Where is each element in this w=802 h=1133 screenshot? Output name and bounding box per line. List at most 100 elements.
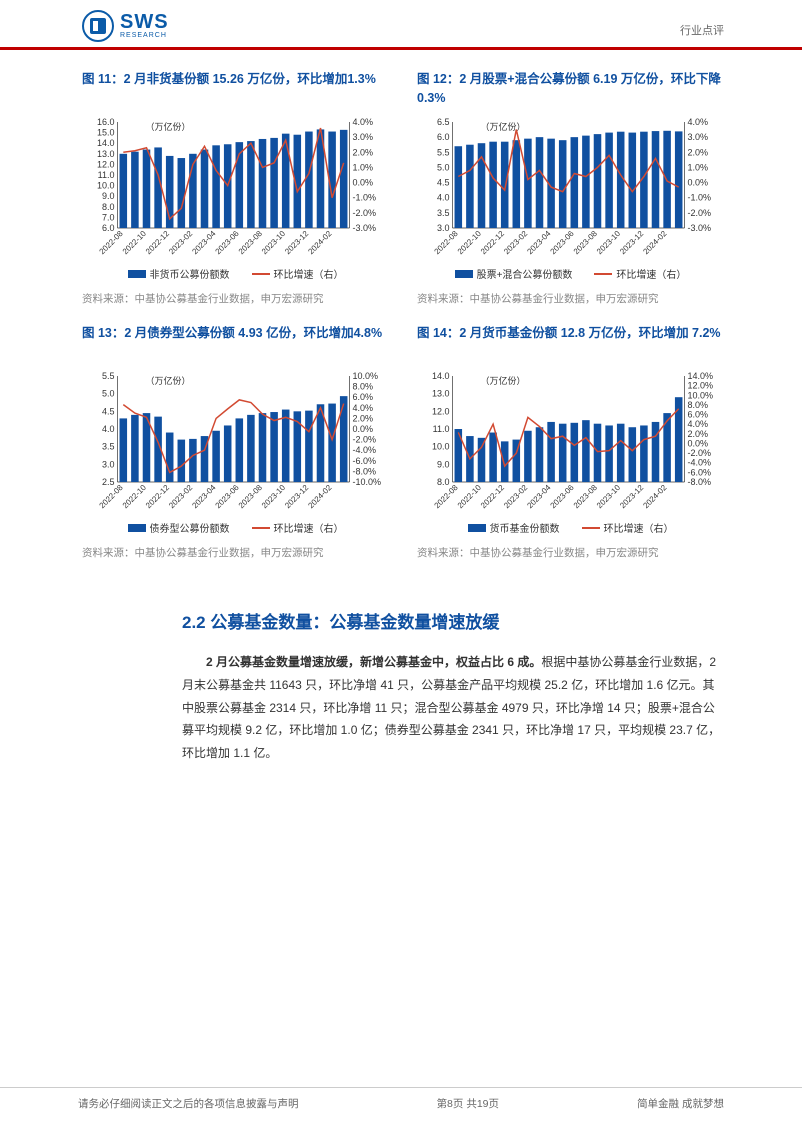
svg-text:3.0%: 3.0%: [353, 132, 374, 142]
svg-text:11.0: 11.0: [433, 424, 450, 434]
svg-text:2023-06: 2023-06: [549, 229, 577, 257]
svg-text:-3.0%: -3.0%: [688, 223, 712, 233]
legend-bar-label: 货币基金份额数: [490, 520, 560, 535]
svg-text:-8.0%: -8.0%: [353, 466, 377, 476]
legend-line-label: 环比增速（右）: [604, 520, 674, 535]
svg-text:12.0: 12.0: [432, 406, 450, 416]
svg-text:2024-02: 2024-02: [641, 229, 669, 257]
page-header: SWS RESEARCH 行业点评: [0, 0, 802, 50]
svg-text:8.0: 8.0: [102, 202, 115, 212]
svg-text:11.0: 11.0: [98, 170, 115, 180]
svg-text:2023-08: 2023-08: [572, 229, 600, 257]
chart-title: 图 14：2 月货币基金份额 12.8 万亿份，环比增加 7.2%: [417, 324, 724, 362]
chart-source: 资料来源：中基协公募基金行业数据，申万宏源研究: [82, 545, 389, 560]
legend-line-label: 环比增速（右）: [616, 266, 686, 281]
svg-text:2023-10: 2023-10: [595, 483, 623, 511]
svg-text:2.0%: 2.0%: [688, 147, 709, 157]
legend-line-icon: [582, 527, 600, 529]
svg-text:2.0%: 2.0%: [353, 413, 374, 423]
svg-text:2023-10: 2023-10: [260, 483, 288, 511]
svg-text:10.0: 10.0: [97, 181, 115, 191]
svg-text:4.0: 4.0: [437, 193, 450, 203]
svg-text:2023-12: 2023-12: [283, 483, 311, 511]
svg-text:2023-06: 2023-06: [214, 229, 242, 257]
svg-text:-6.0%: -6.0%: [688, 467, 712, 477]
chart-source: 资料来源：中基协公募基金行业数据，申万宏源研究: [82, 291, 389, 306]
svg-text:2023-08: 2023-08: [237, 483, 265, 511]
body-bold: 2 月公募基金数量增速放缓，新增公募基金中，权益占比 6 成。: [206, 655, 541, 669]
svg-text:-6.0%: -6.0%: [353, 456, 377, 466]
page-footer: 请务必仔细阅读正文之后的各项信息披露与声明 第8页 共19页 简单金融 成就梦想: [0, 1087, 802, 1111]
chart-source: 资料来源：中基协公募基金行业数据，申万宏源研究: [417, 545, 724, 560]
legend-line-icon: [594, 273, 612, 275]
svg-text:13.0: 13.0: [432, 389, 450, 399]
chart-grid: 图 11：2 月非货基份额 15.26 万亿份，环比增加1.3% 6.07.08…: [82, 70, 724, 560]
svg-text:4.0%: 4.0%: [688, 117, 709, 127]
chart-title: 图 13：2 月债券型公募份额 4.93 亿份，环比增加4.8%: [82, 324, 389, 362]
svg-text:10.0%: 10.0%: [688, 390, 714, 400]
svg-text:2022-12: 2022-12: [144, 229, 172, 257]
svg-text:2023-02: 2023-02: [167, 483, 195, 511]
svg-text:-4.0%: -4.0%: [353, 445, 377, 455]
chart-title: 图 12：2 月股票+混合公募份额 6.19 万亿份，环比下降 0.3%: [417, 70, 724, 108]
svg-text:2023-04: 2023-04: [525, 229, 553, 257]
svg-text:0.0%: 0.0%: [353, 424, 374, 434]
svg-text:14.0: 14.0: [432, 371, 450, 381]
svg-text:4.0: 4.0: [102, 424, 115, 434]
svg-text:2022-10: 2022-10: [121, 229, 149, 257]
svg-text:5.0: 5.0: [437, 162, 450, 172]
svg-text:-8.0%: -8.0%: [688, 477, 712, 487]
chart-svg: 3.03.54.04.55.05.56.06.5-3.0%-2.0%-1.0%0…: [417, 114, 724, 264]
svg-text:1.0%: 1.0%: [353, 162, 374, 172]
svg-text:6.0%: 6.0%: [688, 410, 709, 420]
svg-text:（万亿份）: （万亿份）: [146, 121, 191, 132]
svg-text:0.0%: 0.0%: [353, 178, 374, 188]
svg-text:9.0: 9.0: [437, 459, 450, 469]
svg-text:2023-04: 2023-04: [525, 483, 553, 511]
svg-text:2023-06: 2023-06: [214, 483, 242, 511]
svg-text:-10.0%: -10.0%: [353, 477, 382, 487]
legend-bar-label: 非货币公募份额数: [150, 266, 230, 281]
logo-subtext: RESEARCH: [120, 32, 169, 40]
svg-text:2023-04: 2023-04: [190, 483, 218, 511]
footer-disclaimer: 请务必仔细阅读正文之后的各项信息披露与声明: [78, 1096, 299, 1111]
svg-text:9.0: 9.0: [102, 191, 115, 201]
svg-text:2023-02: 2023-02: [167, 229, 195, 257]
svg-text:6.0: 6.0: [102, 223, 115, 233]
chart-svg: 6.07.08.09.010.011.012.013.014.015.016.0…: [82, 114, 389, 264]
svg-text:-2.0%: -2.0%: [688, 448, 712, 458]
svg-text:5.5: 5.5: [437, 147, 450, 157]
header-category: 行业点评: [680, 22, 724, 38]
section-title: 2.2 公募基金数量：公募基金数量增速放缓: [82, 608, 724, 633]
svg-text:6.0%: 6.0%: [353, 392, 374, 402]
svg-text:12.0%: 12.0%: [688, 381, 714, 391]
svg-text:（万亿份）: （万亿份）: [481, 375, 526, 386]
svg-text:3.5: 3.5: [102, 442, 115, 452]
svg-text:10.0: 10.0: [432, 442, 450, 452]
chart-svg: 8.09.010.011.012.013.014.0-8.0%-6.0%-4.0…: [417, 368, 724, 518]
svg-text:2023-12: 2023-12: [618, 229, 646, 257]
svg-text:1.0%: 1.0%: [688, 162, 709, 172]
chart-title: 图 11：2 月非货基份额 15.26 万亿份，环比增加1.3%: [82, 70, 389, 108]
chart-12: 图 12：2 月股票+混合公募份额 6.19 万亿份，环比下降 0.3% 3.0…: [417, 70, 724, 306]
svg-text:2022-10: 2022-10: [456, 483, 484, 511]
svg-text:2023-02: 2023-02: [502, 483, 530, 511]
svg-text:2024-02: 2024-02: [306, 229, 334, 257]
svg-text:2023-10: 2023-10: [260, 229, 288, 257]
legend-bar-label: 股票+混合公募份额数: [477, 266, 573, 281]
legend-bar-icon: [468, 524, 486, 532]
legend-bar-icon: [455, 270, 473, 278]
chart-svg: 2.53.03.54.04.55.05.5-10.0%-8.0%-6.0%-4.…: [82, 368, 389, 518]
svg-text:3.0%: 3.0%: [688, 132, 709, 142]
svg-text:4.5: 4.5: [437, 178, 450, 188]
svg-text:-1.0%: -1.0%: [688, 193, 712, 203]
svg-text:16.0: 16.0: [97, 117, 115, 127]
svg-text:-2.0%: -2.0%: [353, 435, 377, 445]
svg-text:6.5: 6.5: [437, 117, 450, 127]
svg-text:2023-08: 2023-08: [572, 483, 600, 511]
footer-slogan: 简单金融 成就梦想: [637, 1096, 724, 1111]
svg-text:10.0%: 10.0%: [353, 371, 379, 381]
chart-14: 图 14：2 月货币基金份额 12.8 万亿份，环比增加 7.2% 8.09.0…: [417, 324, 724, 560]
svg-text:（万亿份）: （万亿份）: [146, 375, 191, 386]
logo: SWS RESEARCH: [82, 10, 169, 42]
